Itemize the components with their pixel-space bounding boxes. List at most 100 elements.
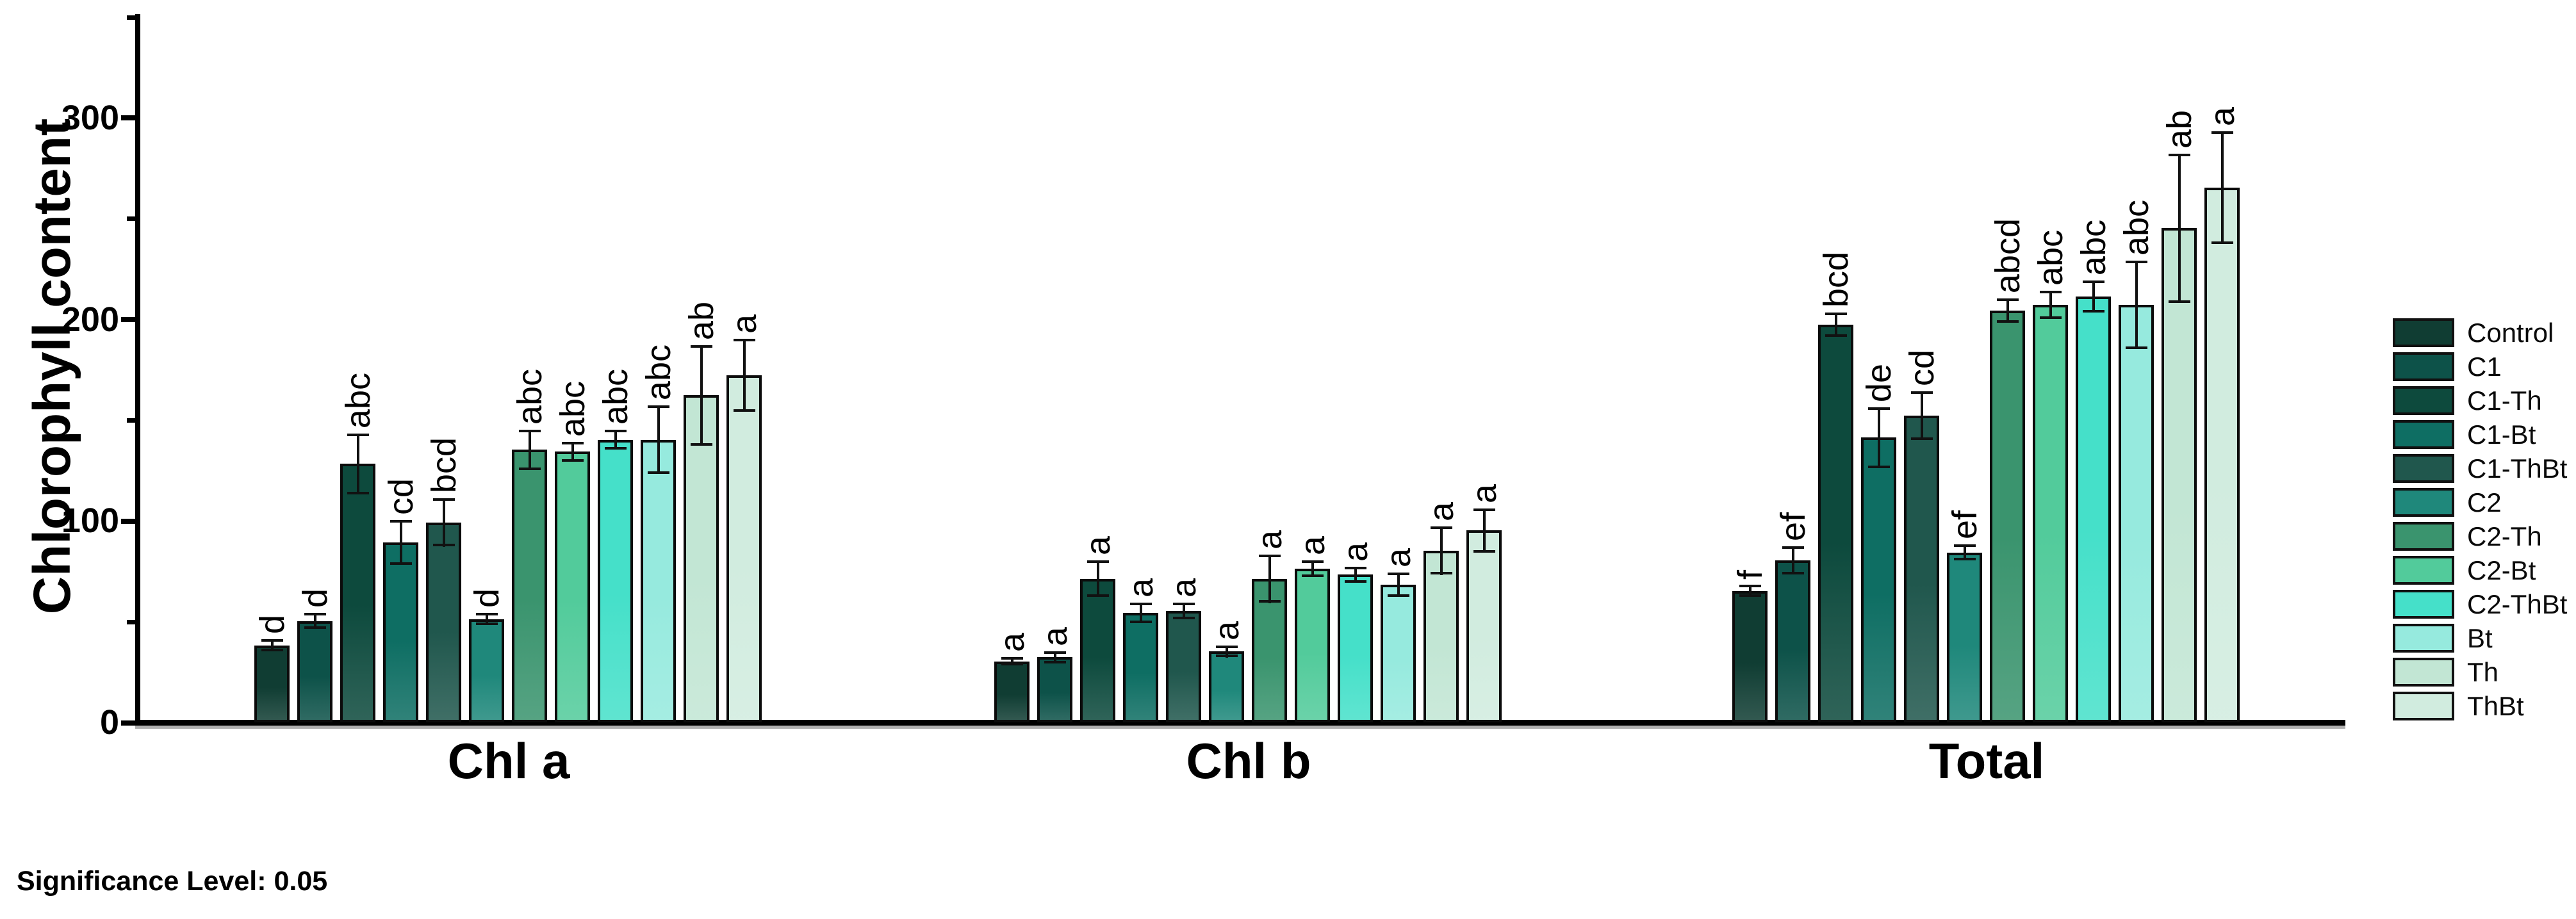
bar-control-total: [1732, 591, 1768, 722]
error-bar-cap-bottom: [2211, 241, 2233, 244]
significance-letter: a: [1465, 484, 1504, 503]
error-bar: [1792, 546, 1794, 574]
bar-c1-bt-chl-a: [383, 542, 418, 722]
error-bar-cap-bottom: [1173, 617, 1195, 619]
error-bar-cap-top: [1345, 567, 1366, 569]
significance-letter: a: [1336, 542, 1375, 562]
significance-letter: bcd: [425, 437, 463, 493]
significance-note: Significance Level: 0.05: [17, 866, 328, 897]
error-bar-cap-top: [1782, 546, 1804, 549]
error-bar: [529, 430, 531, 470]
y-tick-label: 200: [61, 300, 119, 339]
error-bar-cap-top: [2040, 291, 2062, 293]
significance-letter: ef: [1946, 510, 1984, 539]
error-bar: [1311, 560, 1314, 576]
error-bar: [571, 442, 574, 462]
legend-swatch-c2-thbt: [2393, 590, 2454, 619]
error-bar-cap-top: [1431, 526, 1452, 529]
legend-swatch-thbt: [2393, 692, 2454, 720]
significance-letter: a: [1251, 530, 1289, 549]
error-bar: [1097, 560, 1099, 597]
error-bar: [657, 405, 660, 474]
error-bar-cap-bottom: [476, 622, 498, 625]
error-bar-cap-bottom: [519, 468, 541, 470]
error-bar-cap-top: [734, 339, 755, 341]
error-bar-cap-top: [1044, 651, 1066, 654]
bar-c1-thbt-chl-a: [426, 523, 461, 722]
error-bar-cap-bottom: [2169, 300, 2190, 303]
bar-c1-th-chl-b: [1080, 579, 1115, 722]
legend-label-c1-bt: C1-Bt: [2467, 419, 2536, 450]
significance-letter: cd: [382, 478, 420, 515]
significance-letter: a: [1036, 626, 1074, 646]
legend-swatch-control: [2393, 318, 2454, 347]
bar-c1-th-chl-a: [340, 464, 375, 722]
bar-c2-bt-total: [2033, 305, 2068, 722]
error-bar: [1011, 657, 1013, 665]
bar-c2-total: [1947, 553, 1982, 722]
bar-control-chl-a: [254, 646, 290, 722]
error-bar-cap-bottom: [1087, 594, 1109, 597]
significance-letter: a: [993, 632, 1031, 652]
bar-th-total: [2162, 228, 2197, 722]
error-bar-cap-bottom: [734, 409, 755, 412]
error-bar-cap-top: [691, 345, 712, 348]
error-bar: [357, 434, 359, 494]
significance-letter: cd: [1903, 349, 1941, 386]
bar-c2-th-chl-b: [1252, 579, 1287, 722]
significance-letter: ab: [2160, 110, 2199, 149]
error-bar-cap-top: [1473, 508, 1495, 511]
error-bar-cap-top: [1997, 298, 2019, 301]
group-label-chl-a: Chl a: [447, 733, 570, 789]
bar-thbt-total: [2204, 188, 2240, 722]
error-bar-cap-bottom: [605, 447, 627, 450]
significance-letter: ef: [1774, 512, 1812, 541]
significance-letter: abcd: [1989, 218, 2027, 293]
legend-swatch-c1-bt: [2393, 420, 2454, 449]
bar-c1-thbt-chl-b: [1166, 611, 1201, 722]
error-bar: [2178, 154, 2181, 303]
error-bar: [1749, 585, 1752, 597]
error-bar: [400, 520, 402, 564]
error-bar: [2092, 281, 2095, 313]
bar-c1-total: [1775, 560, 1810, 722]
legend-label-c1: C1: [2467, 352, 2502, 382]
error-bar-cap-top: [433, 498, 455, 501]
error-bar-cap-bottom: [261, 649, 283, 651]
bar-th-chl-a: [684, 395, 719, 722]
error-bar-cap-top: [1911, 391, 1933, 394]
y-major-tick: [121, 720, 135, 726]
significance-letter: abc: [339, 372, 377, 428]
error-bar-cap-top: [261, 639, 283, 642]
significance-letter: a: [1293, 535, 1332, 555]
error-bar-cap-top: [519, 430, 541, 432]
error-bar: [2006, 298, 2009, 323]
error-bar-cap-top: [605, 430, 627, 432]
group-label-chl-b: Chl b: [1186, 733, 1311, 789]
error-bar-cap-bottom: [2040, 316, 2062, 319]
bar-c2-th-total: [1990, 311, 2025, 722]
error-bar-cap-bottom: [1911, 437, 1933, 440]
significance-letter: a: [2203, 106, 2242, 126]
significance-letter: d: [253, 614, 291, 634]
bar-bt-total: [2119, 305, 2154, 722]
legend-swatch-bt: [2393, 624, 2454, 653]
error-bar-cap-bottom: [1259, 600, 1281, 603]
error-bar: [443, 498, 445, 547]
significance-letter: a: [1208, 621, 1246, 640]
significance-letter: a: [1422, 501, 1461, 521]
bar-control-chl-b: [994, 662, 1030, 722]
error-bar-cap-bottom: [562, 459, 584, 462]
significance-letter: a: [1165, 578, 1203, 598]
bar-thbt-chl-a: [726, 375, 762, 722]
y-minor-tick: [127, 15, 135, 20]
error-bar-cap-bottom: [1388, 594, 1409, 597]
error-bar-cap-bottom: [1302, 574, 1324, 577]
error-bar: [2135, 261, 2138, 349]
bar-c2-chl-a: [469, 619, 504, 722]
legend-label-control: Control: [2467, 318, 2554, 348]
error-bar: [1483, 508, 1486, 553]
error-bar: [700, 345, 703, 446]
error-bar: [614, 430, 617, 450]
